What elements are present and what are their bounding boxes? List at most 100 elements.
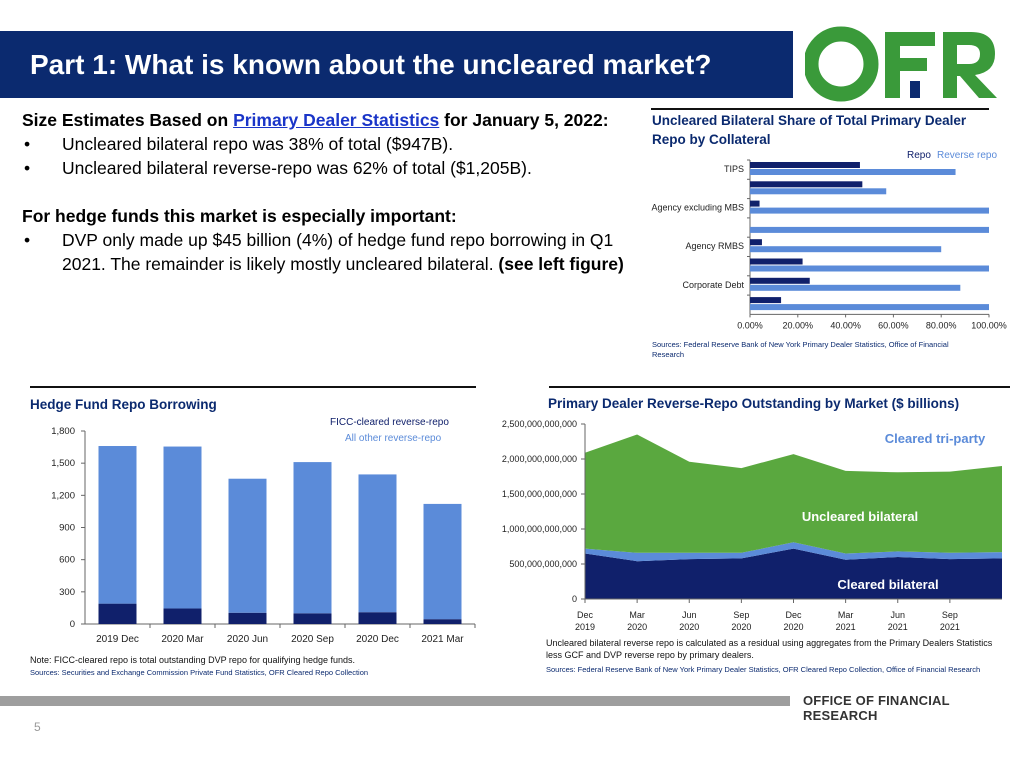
- chart2-note: Note: FICC-cleared repo is total outstan…: [30, 655, 356, 665]
- chart2-y-tick-label: 300: [59, 587, 75, 598]
- chart3-y-tick-label: 0: [572, 594, 577, 604]
- chart2-x-tick-label: 2020 Jun: [227, 634, 268, 645]
- size-estimates-heading: Size Estimates Based on Primary Dealer S…: [22, 108, 632, 132]
- chart1-bar-reverse-repo: [750, 265, 989, 272]
- chart2-x-tick-label: 2020 Mar: [161, 634, 204, 645]
- chart3-x-tick-label: Mar: [629, 610, 645, 620]
- chart3-label-cleared-bilateral: Cleared bilateral: [837, 577, 938, 592]
- hedge-fund-bullets: DVP only made up $45 billion (4%) of hed…: [22, 228, 632, 276]
- chart2-y-tick-label: 900: [59, 523, 75, 534]
- chart3-y-tick-label: 2,500,000,000,000: [502, 419, 577, 429]
- chart1-category-label: TIPS: [724, 164, 744, 174]
- chart1-bar-reverse-repo: [750, 169, 956, 175]
- chart3-x-tick-year: 2021: [888, 622, 908, 632]
- chart3-x-tick-label: Jun: [890, 610, 905, 620]
- chart3-y-tick-label: 1,500,000,000,000: [502, 489, 577, 499]
- chart2-bar-ficc: [293, 613, 332, 624]
- chart1-bar-reverse-repo: [750, 226, 989, 233]
- chart3-x-tick-label: Mar: [838, 610, 854, 620]
- chart2-bar-other: [293, 462, 332, 614]
- chart3-x-tick-year: 2020: [731, 622, 751, 632]
- chart2-legend-other: All other reverse-repo: [345, 433, 442, 444]
- chart3-area-cleared-tri-party: [585, 542, 1002, 562]
- hedge-fund-heading: For hedge funds this market is especiall…: [22, 206, 457, 226]
- chart1-x-tick-label: 60.00%: [878, 320, 909, 330]
- chart2-title: Hedge Fund Repo Borrowing: [30, 397, 217, 412]
- chart1-category-label: Agency RMBS: [685, 241, 744, 251]
- heading-prefix: Size Estimates Based on: [22, 110, 234, 130]
- chart3-y-tick-label: 1,000,000,000,000: [502, 524, 577, 534]
- chart1-source: Sources: Federal Reserve Bank of New Yor…: [652, 340, 949, 359]
- chart3-area-uncleared-bilateral: [585, 434, 1002, 554]
- chart3-y-tick-label: 500,000,000,000: [509, 559, 577, 569]
- chart2-rule: [30, 386, 476, 388]
- chart2-x-tick-label: 2020 Sep: [291, 634, 334, 645]
- bullet-reverse-repo: Uncleared bilateral reverse-repo was 62%…: [22, 156, 632, 180]
- chart3-x-tick-label: Dec: [785, 610, 802, 620]
- collateral-share-chart: TIPS Agency excluding MBS Agency RMBS Corpo…: [651, 159, 1007, 330]
- chart2-bar-other: [423, 503, 462, 620]
- chart2-bar-ficc: [228, 612, 267, 624]
- chart3-label-cleared-tri-party: Cleared tri-party: [885, 431, 986, 446]
- chart2-bar-ficc: [98, 603, 137, 624]
- chart1-x-tick-label: 40.00%: [830, 320, 861, 330]
- chart2-y-tick-label: 600: [59, 555, 75, 566]
- bullet-repo: Uncleared bilateral repo was 38% of tota…: [22, 132, 632, 156]
- chart2-y-tick-label: 0: [70, 619, 75, 630]
- chart2-bar-other: [98, 446, 137, 604]
- chart1-x-tick-label: 100.00%: [971, 320, 1007, 330]
- chart3-x-tick-year: 2020: [627, 622, 647, 632]
- chart3-x-tick-label: Jun: [682, 610, 697, 620]
- footer-bar: [0, 696, 790, 706]
- chart3-x-tick-label: Dec: [577, 610, 594, 620]
- title-bar: Part 1: What is known about the uncleare…: [0, 31, 793, 98]
- chart1-bar-repo: [750, 258, 803, 265]
- chart1-category-label: Agency excluding MBS: [651, 203, 744, 213]
- chart1-bar-reverse-repo: [750, 188, 887, 195]
- chart1-bar-repo: [750, 200, 760, 207]
- chart1-bar-repo: [750, 181, 863, 188]
- chart2-bar-other: [163, 446, 202, 609]
- slide-title: Part 1: What is known about the uncleare…: [30, 48, 712, 80]
- page-number: 5: [34, 720, 41, 734]
- chart2-bar-ficc: [423, 619, 462, 624]
- chart2-bar-other: [228, 478, 267, 613]
- chart1-legend-reverse-repo: Reverse repo: [937, 150, 998, 161]
- chart3-x-tick-label: Sep: [942, 610, 958, 620]
- chart1-bar-repo: [750, 297, 782, 304]
- bullet-dvp: DVP only made up $45 billion (4%) of hed…: [22, 228, 632, 276]
- chart2-x-tick-label: 2021 Mar: [421, 634, 464, 645]
- heading-suffix: for January 5, 2022:: [439, 110, 609, 130]
- chart1-x-tick-label: 80.00%: [926, 320, 957, 330]
- chart3-source: Sources: Federal Reserve Bank of New Yor…: [546, 665, 981, 674]
- chart1-bar-repo: [750, 239, 762, 246]
- chart3-y-tick-label: 2,000,000,000,000: [502, 454, 577, 464]
- chart2-source: Sources: Securities and Exchange Commiss…: [30, 668, 369, 677]
- chart3-label-uncleared-bilateral: Uncleared bilateral: [802, 509, 918, 524]
- chart3-x-tick-year: 2020: [679, 622, 699, 632]
- chart2-x-tick-label: 2020 Dec: [356, 634, 399, 645]
- chart1-x-tick-label: 20.00%: [783, 320, 814, 330]
- chart3-x-tick-year: 2019: [575, 622, 595, 632]
- chart1-title: Uncleared Bilateral Share of Total Prima…: [652, 113, 967, 147]
- chart2-bar-other: [358, 474, 397, 613]
- chart3-title: Primary Dealer Reverse-Repo Outstanding …: [548, 396, 960, 411]
- chart1-bar-reverse-repo: [750, 284, 961, 291]
- chart3-x-tick-year: 2021: [940, 622, 960, 632]
- footer-label: OFFICE OF FINANCIAL RESEARCH: [803, 693, 950, 723]
- reverse-repo-market-chart: 0 500,000,000,000 1,000,000,000,000 1,500,0…: [502, 419, 1002, 632]
- text-block: Size Estimates Based on Primary Dealer S…: [22, 108, 632, 276]
- ofr-logo: [805, 26, 997, 102]
- primary-dealer-statistics-link[interactable]: Primary Dealer Statistics: [233, 110, 440, 130]
- chart3-area-cleared-bilateral: [585, 548, 1002, 599]
- chart2-y-tick-label: 1,200: [51, 490, 75, 501]
- chart3-note: Uncleared bilateral reverse repo is calc…: [546, 638, 993, 660]
- chart1-bar-repo: [750, 162, 860, 168]
- chart2-y-tick-label: 1,800: [51, 426, 75, 437]
- size-bullets: Uncleared bilateral repo was 38% of tota…: [22, 132, 632, 180]
- bullet-dvp-bold: (see left figure): [498, 254, 624, 274]
- chart2-legend-ficc: FICC-cleared reverse-repo: [330, 417, 449, 428]
- chart1-legend-repo: Repo: [907, 150, 931, 161]
- chart3-rule: [549, 386, 1010, 388]
- chart1-bar-reverse-repo: [750, 246, 942, 253]
